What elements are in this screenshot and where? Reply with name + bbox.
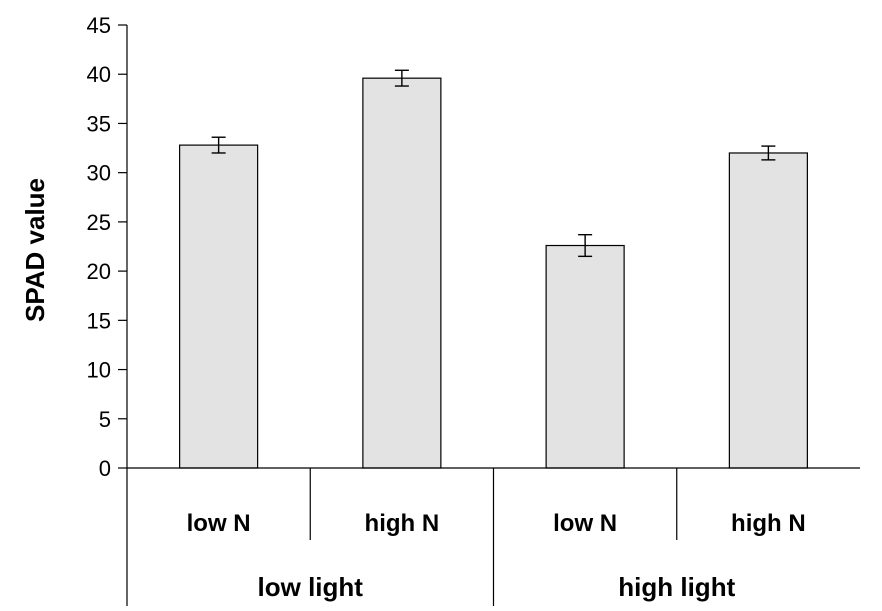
- y-tick-label: 30: [87, 161, 111, 186]
- category-labels: low N high N low N high N: [187, 510, 806, 537]
- category-label: low N: [187, 510, 251, 537]
- bars: [179, 77, 808, 469]
- y-tick-label: 35: [87, 111, 111, 136]
- error-bars: [211, 69, 776, 258]
- y-tick-label: 20: [87, 259, 111, 284]
- bar: [362, 77, 442, 469]
- bar: [728, 152, 808, 469]
- bar: [179, 144, 259, 469]
- group-labels: low light high light: [258, 572, 736, 602]
- bar: [545, 244, 625, 469]
- category-label: high N: [365, 510, 440, 537]
- y-tick-label: 0: [99, 456, 111, 481]
- y-tick-label: 25: [87, 210, 111, 235]
- y-tick-label: 5: [99, 407, 111, 432]
- axes: [126, 25, 860, 606]
- y-tick-label: 45: [87, 13, 111, 38]
- group-label: low light: [258, 572, 364, 602]
- category-label: high N: [731, 510, 806, 537]
- y-axis-ticks: 0 5 10 15 20 25 30 35 40 45: [87, 13, 127, 481]
- y-tick-label: 15: [87, 308, 111, 333]
- y-tick-label: 10: [87, 358, 111, 383]
- y-axis-title: SPAD value: [20, 178, 50, 322]
- group-label: high light: [618, 572, 735, 602]
- error-bar: [211, 136, 226, 154]
- error-bar: [578, 233, 593, 258]
- error-bar: [394, 69, 409, 87]
- error-bar: [761, 145, 776, 161]
- y-tick-label: 40: [87, 62, 111, 87]
- category-label: low N: [553, 510, 617, 537]
